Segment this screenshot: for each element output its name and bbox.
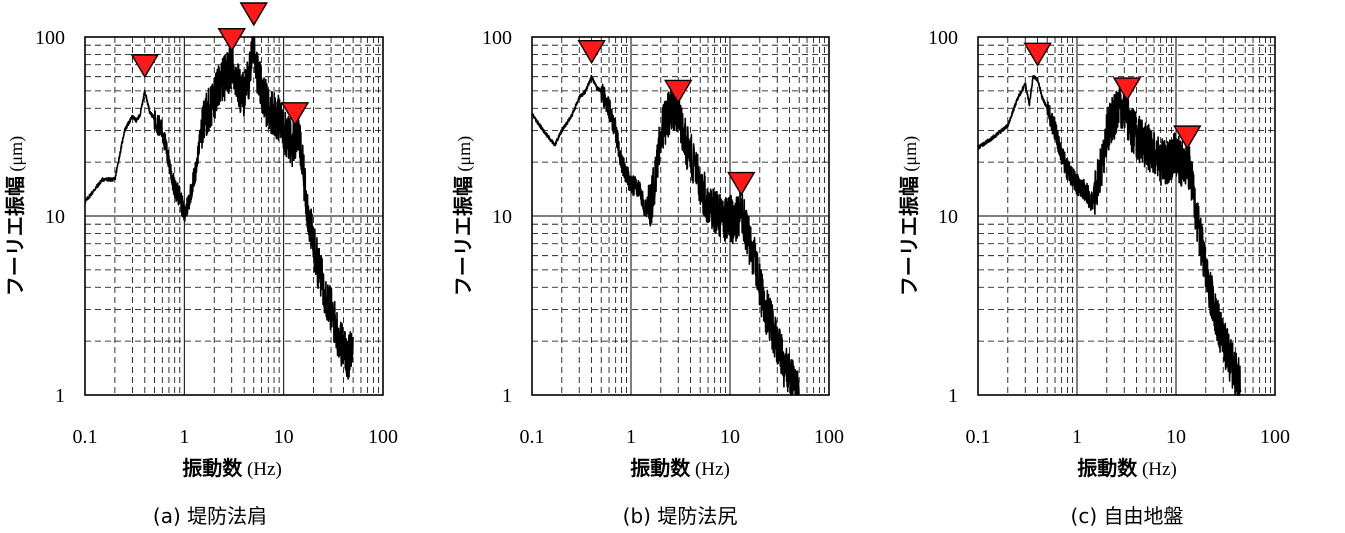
y-axis-label: フーリエ振幅 (μm): [451, 136, 475, 296]
x-axis-label: 振動数 (Hz): [630, 456, 730, 480]
y-tick-label: 1: [55, 385, 65, 407]
chart-caption: (b) 堤防法尻: [623, 504, 738, 528]
x-tick-label: 10: [720, 426, 740, 448]
spectrum-line: [85, 37, 353, 379]
x-tick-label: 0.1: [520, 426, 545, 448]
chart-panel-c: フーリエ振幅 (μm) 振動数 (Hz) (c) 自由地盤 0.1 1 10 100 1…: [897, 27, 1290, 528]
x-tick-label: 100: [368, 426, 398, 448]
y-tick-label: 10: [938, 206, 958, 228]
chart-panel-a: フーリエ振幅 (μm) 振動数 (Hz) (a) 堤防法肩 0.1 1 10 100 1…: [3, 3, 398, 528]
x-tick-label: 100: [814, 426, 844, 448]
peak-marker-triangle: [219, 29, 245, 51]
y-tick-label: 1: [502, 385, 512, 407]
y-tick-label: 100: [482, 27, 512, 49]
y-tick-label: 100: [35, 27, 65, 49]
peak-marker-triangle: [579, 41, 605, 63]
x-tick-label: 1: [1072, 426, 1082, 448]
x-tick-label: 100: [1260, 426, 1290, 448]
y-axis-label: フーリエ振幅 (μm): [3, 136, 27, 296]
chart-caption: (a) 堤防法肩: [153, 504, 267, 528]
x-tick-label: 10: [1166, 426, 1186, 448]
y-tick-label: 100: [928, 27, 958, 49]
x-tick-label: 10: [274, 426, 294, 448]
x-tick-label: 1: [179, 426, 189, 448]
x-tick-label: 0.1: [73, 426, 98, 448]
chart-panel-b: フーリエ振幅 (μm) 振動数 (Hz) (b) 堤防法尻 0.1 1 10 100 1…: [451, 27, 844, 528]
y-axis-label: フーリエ振幅 (μm): [897, 136, 921, 296]
spectrum-line: [532, 76, 799, 395]
peak-marker-triangle: [132, 55, 158, 77]
chart-caption: (c) 自由地盤: [1071, 504, 1184, 528]
spectrum-line: [978, 76, 1241, 395]
x-tick-label: 1: [626, 426, 636, 448]
peak-marker-triangle: [728, 173, 754, 195]
y-tick-label: 10: [45, 206, 65, 228]
y-tick-label: 1: [948, 385, 958, 407]
peak-marker-triangle: [241, 3, 267, 25]
x-tick-label: 0.1: [966, 426, 991, 448]
x-axis-label: 振動数 (Hz): [182, 456, 282, 480]
y-tick-label: 10: [492, 206, 512, 228]
x-axis-label: 振動数 (Hz): [1077, 456, 1177, 480]
